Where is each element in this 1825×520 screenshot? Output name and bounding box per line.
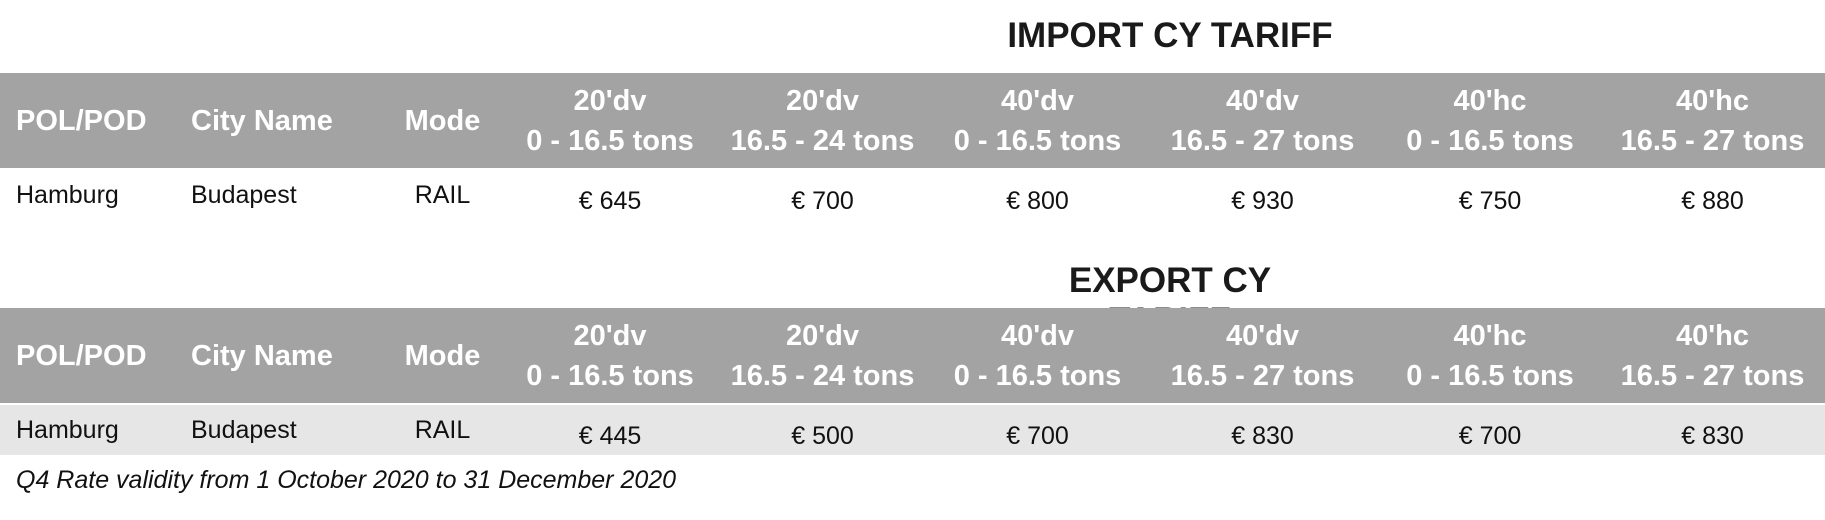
cell-pol-pod: Hamburg (16, 180, 119, 209)
cell-rate: € 700 (791, 186, 854, 215)
header-pol-pod: POL/POD (16, 339, 147, 372)
header-col-20dv-light: 20'dv 0 - 16.5 tons (526, 84, 694, 157)
cell-rate: € 500 (791, 421, 854, 450)
cell-rate: € 830 (1231, 421, 1294, 450)
header-col-40dv-heavy: 40'dv 16.5 - 27 tons (1170, 84, 1355, 157)
cell-mode: RAIL (414, 415, 471, 444)
cell-rate: € 700 (1458, 421, 1522, 450)
cell-city-name: Budapest (191, 415, 297, 444)
header-col-40hc-light: 40'hc 0 - 16.5 tons (1406, 84, 1574, 157)
header-col-40dv-light: 40'dv 0 - 16.5 tons (953, 319, 1122, 392)
header-col-20dv-light: 20'dv 0 - 16.5 tons (526, 319, 694, 392)
cell-rate: € 830 (1681, 421, 1744, 450)
import-data-row: Hamburg Budapest RAIL € 645 € 700 € 800 … (0, 170, 1825, 220)
header-col-20dv-heavy: 20'dv 16.5 - 24 tons (730, 84, 915, 157)
cell-mode: RAIL (414, 180, 471, 209)
rate-validity-footnote: Q4 Rate validity from 1 October 2020 to … (16, 466, 677, 494)
cell-city-name: Budapest (191, 180, 297, 209)
header-city-name: City Name (191, 339, 333, 372)
header-mode: Mode (404, 104, 481, 137)
header-city-name: City Name (191, 104, 333, 137)
cell-rate: € 930 (1231, 186, 1294, 215)
header-col-40hc-heavy: 40'hc 16.5 - 27 tons (1620, 84, 1805, 157)
header-col-40hc-heavy: 40'hc 16.5 - 27 tons (1620, 319, 1805, 392)
header-col-40hc-light: 40'hc 0 - 16.5 tons (1406, 319, 1574, 392)
import-header-row: POL/POD City Name Mode 20'dv 0 - 16.5 ton… (0, 73, 1825, 168)
header-col-20dv-heavy: 20'dv 16.5 - 24 tons (730, 319, 915, 392)
header-col-40dv-heavy: 40'dv 16.5 - 27 tons (1170, 319, 1355, 392)
cell-rate: € 645 (578, 186, 642, 215)
cell-rate: € 800 (1006, 186, 1069, 215)
export-header-row: POL/POD City Name Mode 20'dv 0 - 16.5 ton… (0, 308, 1825, 403)
cell-rate: € 750 (1458, 186, 1522, 215)
header-pol-pod: POL/POD (16, 104, 147, 137)
cell-rate: € 700 (1006, 421, 1069, 450)
header-col-40dv-light: 40'dv 0 - 16.5 tons (953, 84, 1122, 157)
cell-pol-pod: Hamburg (16, 415, 119, 444)
cell-rate: € 445 (578, 421, 642, 450)
export-data-row: Hamburg Budapest RAIL € 445 € 500 € 700 … (0, 405, 1825, 455)
import-tariff-title: IMPORT CY TARIFF (1007, 16, 1333, 55)
header-mode: Mode (404, 339, 481, 372)
cell-rate: € 880 (1681, 186, 1744, 215)
